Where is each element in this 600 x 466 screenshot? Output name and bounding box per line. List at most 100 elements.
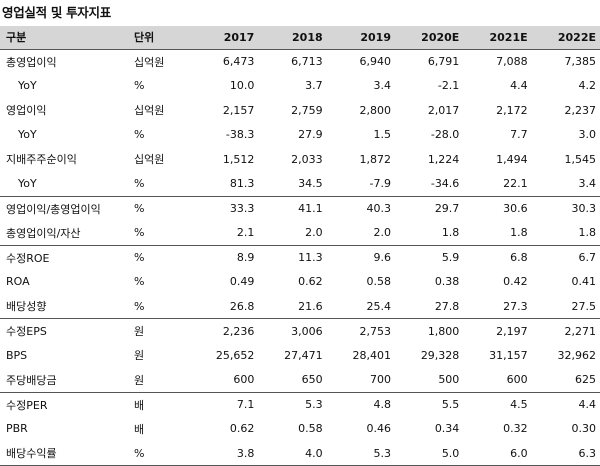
row-value: 26.8 bbox=[229, 299, 255, 313]
row-value: 81.3 bbox=[229, 177, 255, 190]
row-unit: % bbox=[134, 177, 145, 190]
table-title: 영업실적 및 투자지표 bbox=[2, 5, 111, 20]
header-year: 2019 bbox=[326, 26, 395, 50]
row-value: 40.3 bbox=[326, 195, 395, 221]
row-value: 2.0 bbox=[373, 226, 391, 239]
row-value: 9.6 bbox=[326, 244, 395, 270]
row-unit: 원 bbox=[134, 373, 145, 387]
row-label: ROA bbox=[6, 275, 30, 289]
header-row: 구분 단위 2017 2018 2019 2020E 2021E 2022E bbox=[0, 26, 600, 50]
row-value: -28.0 bbox=[430, 128, 460, 142]
row-value: 27.3 bbox=[503, 299, 528, 313]
row-unit: % bbox=[130, 244, 190, 270]
row-value: 8.9 bbox=[190, 244, 259, 270]
table-row: 총영업이익/자산% 2.1 2.0 2.0 1.8 1.8 1.8 bbox=[0, 221, 600, 246]
row-value: 0.58 bbox=[298, 422, 323, 436]
table-row: PBR 배 0.62 0.58 0.46 0.34 0.32 0.30 bbox=[0, 417, 600, 442]
row-value: 2,759 bbox=[291, 103, 323, 117]
row-value: 1,494 bbox=[496, 152, 528, 166]
row-value: 27.8 bbox=[434, 299, 460, 313]
row-label: 배당성향 bbox=[6, 300, 47, 313]
row-label: YoY bbox=[18, 128, 37, 142]
table-row: ROA% 0.49 0.62 0.58 0.38 0.42 0.41 bbox=[0, 270, 600, 295]
row-unit: % bbox=[134, 79, 145, 93]
row-unit: % bbox=[130, 441, 190, 466]
row-label: PBR bbox=[6, 422, 28, 436]
row-value: 27.5 bbox=[571, 299, 597, 313]
table-row: 수정PER 배 7.1 5.3 4.8 5.5 4.5 4.4 bbox=[0, 391, 600, 417]
financial-table: 구분 단위 2017 2018 2019 2020E 2021E 2022E 총… bbox=[0, 26, 600, 466]
row-unit: 원 bbox=[130, 318, 190, 343]
row-value: 0.38 bbox=[434, 275, 460, 289]
row-value: 0.62 bbox=[229, 422, 255, 436]
table-row: 배당성향% 26.8 21.6 25.4 27.8 27.3 27.5 bbox=[0, 294, 600, 319]
row-value: 41.1 bbox=[258, 195, 327, 221]
row-value: 0.34 bbox=[434, 422, 460, 436]
row-value: 5.5 bbox=[394, 391, 464, 417]
row-value: 1,224 bbox=[427, 152, 460, 166]
row-value: 5.3 bbox=[258, 391, 327, 417]
row-value: 1.5 bbox=[373, 128, 391, 142]
row-value: 3.4 bbox=[373, 79, 391, 93]
row-value: 3,006 bbox=[258, 318, 327, 343]
row-value: 4.8 bbox=[326, 391, 395, 417]
table-row: 주당배당금 원 600 650 700 500 600 625 bbox=[0, 368, 600, 393]
row-value: -34.6 bbox=[430, 177, 460, 190]
table-body: 총영업이익 십억원 6,473 6,713 6,940 6,791 7,088 7,385 Yo… bbox=[0, 49, 600, 466]
table-row: 영업이익/총영업이익% 33.3 41.1 40.3 29.7 30.6 30.3 bbox=[0, 195, 600, 221]
table-row: YoY% 10.0 3.7 3.4 -2.1 4.4 4.2 bbox=[0, 74, 600, 99]
row-value: 31,157 bbox=[489, 348, 528, 362]
row-unit: 십억원 bbox=[134, 153, 165, 167]
table-row: 수정ROE% 8.9 11.3 9.6 5.9 6.8 6.7 bbox=[0, 244, 600, 270]
row-value: 2,172 bbox=[496, 103, 528, 117]
row-value: 2,017 bbox=[427, 103, 460, 117]
row-value: 34.5 bbox=[298, 177, 323, 190]
row-value: 0.30 bbox=[571, 422, 597, 436]
header-label: 구분 bbox=[0, 26, 130, 50]
row-value: 3.8 bbox=[190, 441, 259, 466]
row-value: 6,473 bbox=[222, 55, 255, 68]
row-value: 11.3 bbox=[258, 244, 327, 270]
row-unit: % bbox=[134, 128, 145, 142]
row-value: 1,800 bbox=[394, 318, 464, 343]
row-value: 6.8 bbox=[463, 244, 532, 270]
row-value: 21.6 bbox=[298, 299, 323, 313]
row-unit: 십억원 bbox=[134, 55, 165, 69]
row-value: 700 bbox=[369, 373, 391, 386]
table-row: 지배주주순이익 십억원 1,512 2,033 1,872 1,224 1,494 1,545 bbox=[0, 147, 600, 172]
header-unit: 단위 bbox=[130, 26, 190, 50]
row-value: 0.42 bbox=[503, 275, 528, 289]
row-value: 7.7 bbox=[510, 128, 528, 142]
row-value: 0.62 bbox=[298, 275, 323, 289]
header-year: 2020E bbox=[394, 26, 464, 50]
row-unit: 십억원 bbox=[134, 104, 165, 118]
row-unit: % bbox=[134, 226, 145, 239]
row-label: BPS bbox=[6, 348, 28, 362]
row-value: 1,872 bbox=[359, 152, 391, 166]
row-label: 총영업이익 bbox=[6, 55, 57, 69]
row-value: 1,512 bbox=[222, 152, 255, 166]
row-value: 22.1 bbox=[503, 177, 528, 190]
row-value: 4.2 bbox=[578, 79, 597, 93]
row-value: 7.1 bbox=[190, 391, 259, 417]
row-value: 3.4 bbox=[578, 177, 597, 190]
row-label: YoY bbox=[18, 79, 37, 93]
row-value: 1.8 bbox=[578, 226, 597, 239]
row-label: 지배주주순이익 bbox=[6, 153, 77, 167]
row-value: 33.3 bbox=[190, 195, 259, 221]
row-label: 수정ROE bbox=[0, 244, 130, 270]
row-value: 6,940 bbox=[359, 55, 391, 68]
row-value: 600 bbox=[506, 373, 528, 386]
row-value: 7,088 bbox=[496, 55, 528, 68]
row-label: 영업이익 bbox=[6, 104, 47, 118]
row-value: 2.1 bbox=[236, 226, 255, 239]
row-value: 500 bbox=[438, 373, 460, 386]
row-value: 4.0 bbox=[258, 441, 327, 466]
row-value: 3.0 bbox=[578, 128, 597, 142]
header-year: 2022E bbox=[531, 26, 600, 50]
row-value: 3.7 bbox=[305, 79, 323, 93]
row-value: 6,791 bbox=[427, 55, 460, 68]
row-value: 0.49 bbox=[229, 275, 255, 289]
row-value: 1,545 bbox=[564, 152, 597, 166]
row-value: 2,236 bbox=[190, 318, 259, 343]
